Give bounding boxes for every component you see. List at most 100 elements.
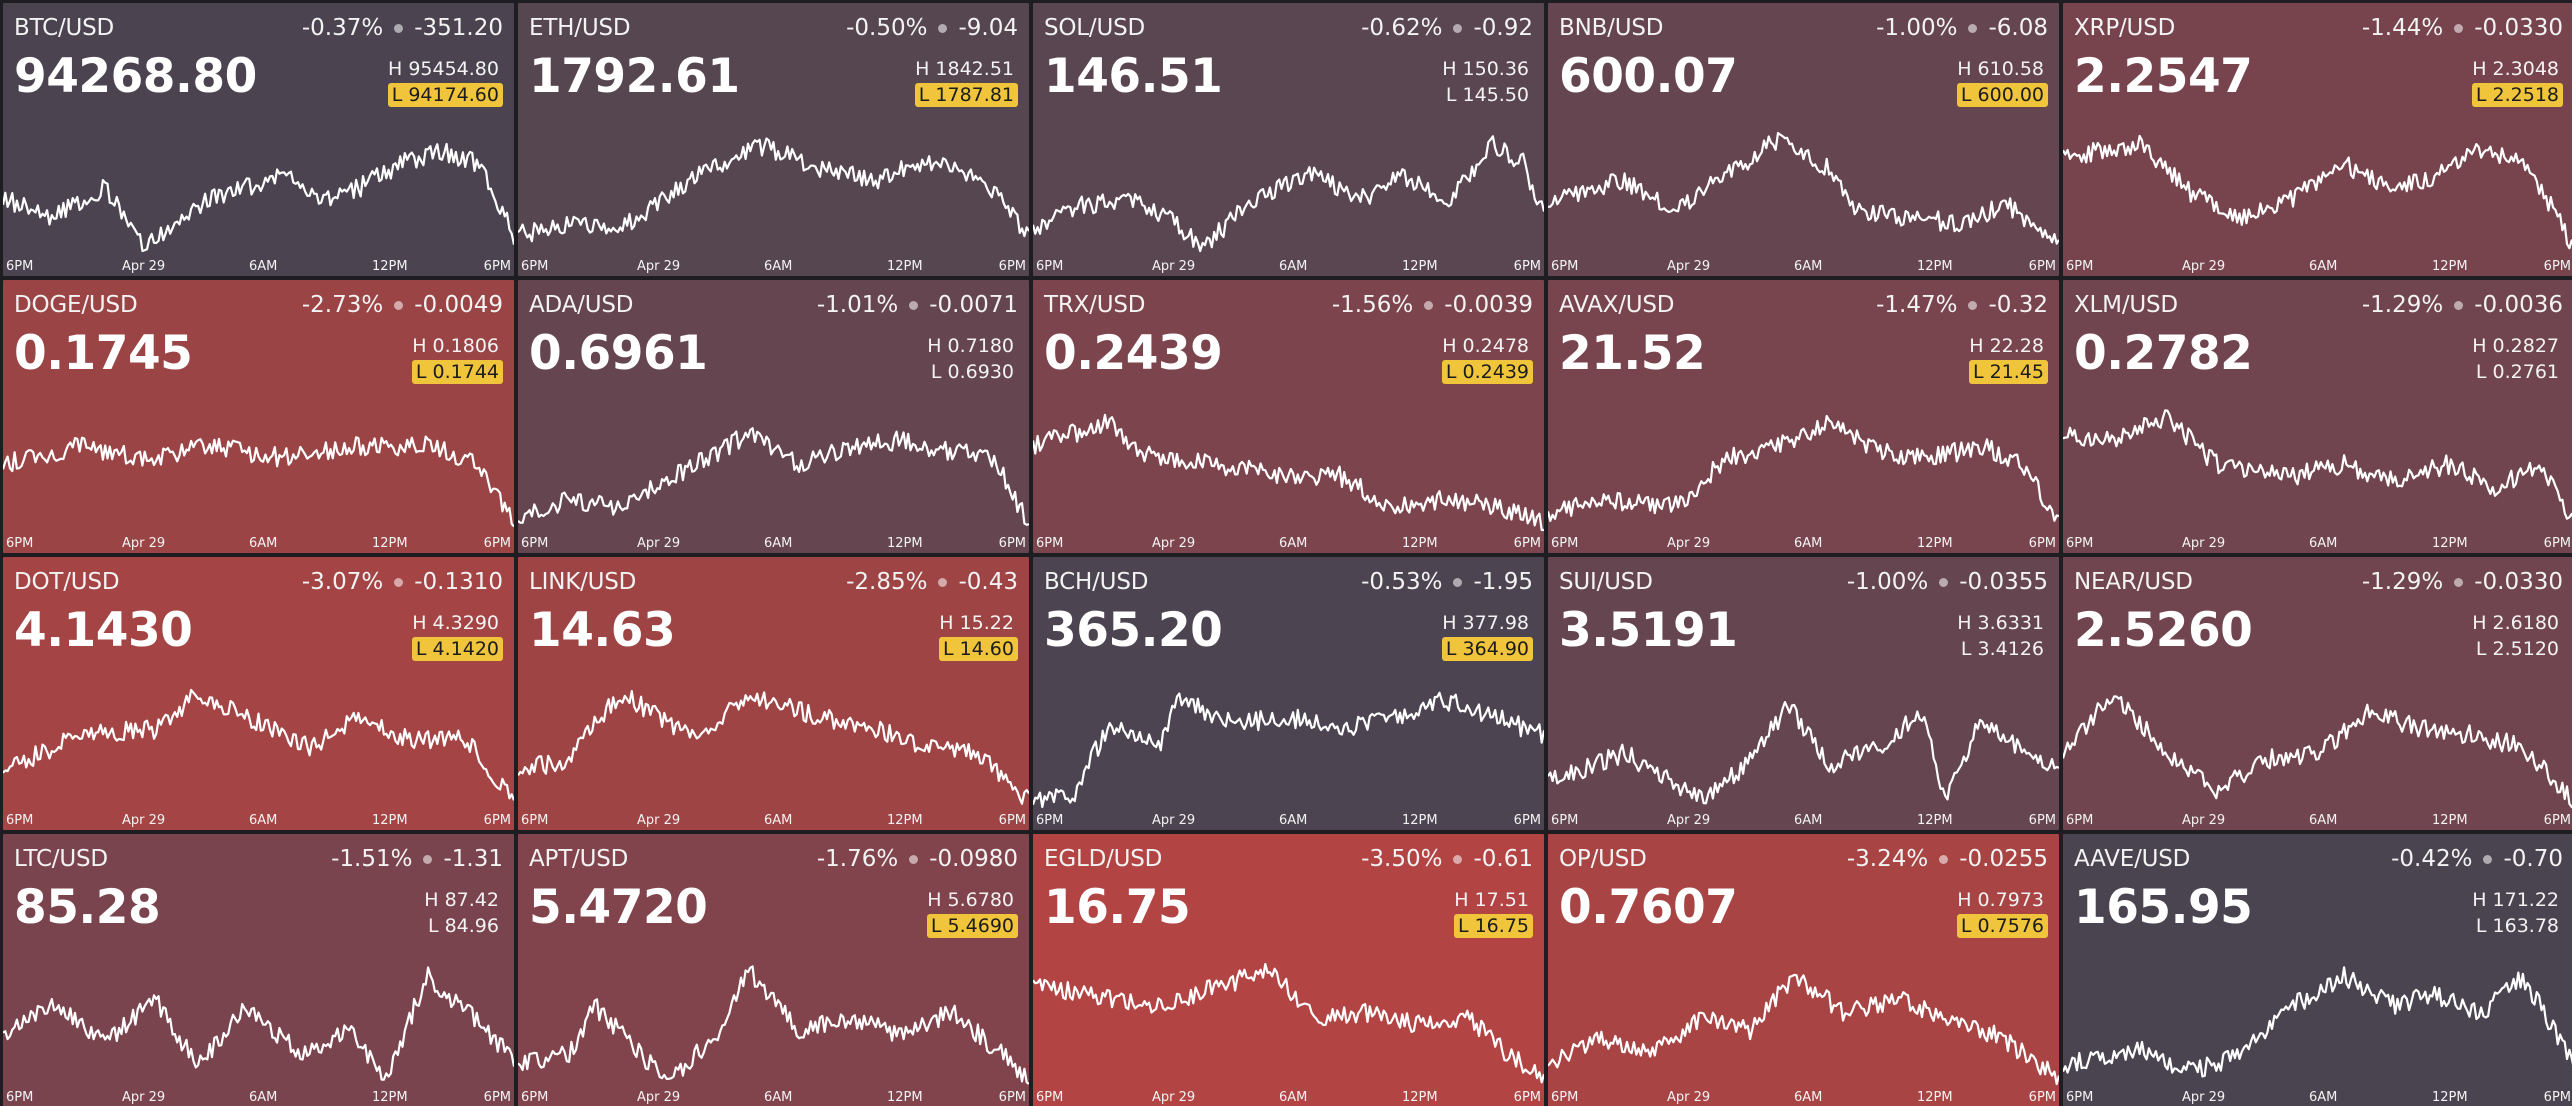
sparkline-path — [518, 965, 1029, 1085]
axis-tick-label: 6AM — [2309, 536, 2338, 551]
pair-symbol: LTC/USD — [14, 846, 108, 872]
high-low-box: H 377.98 L 364.90 — [1438, 611, 1533, 661]
day-high: H 610.58 — [1957, 58, 2044, 80]
axis-tick-label: 6AM — [764, 536, 793, 551]
sparkline-chart — [1033, 962, 1544, 1084]
last-price: 0.2782 — [2074, 326, 2253, 381]
ticker-tile[interactable]: APT/USD -1.76% -0.0980 5.4720 H 5.6780 L… — [518, 834, 1029, 1106]
ticker-tile[interactable]: EGLD/USD -3.50% -0.61 16.75 H 17.51 L 16… — [1033, 834, 1544, 1106]
axis-tick-label: 6PM — [1551, 536, 1579, 551]
day-low: L 2.2518 — [2471, 83, 2563, 107]
sparkline-path — [3, 966, 514, 1081]
sparkline-chart — [3, 688, 514, 801]
day-low: L 2.5120 — [2475, 638, 2559, 660]
high-low-box: H 0.7180 L 0.6930 — [923, 334, 1018, 384]
ticker-tile[interactable]: XLM/USD -1.29% -0.0036 0.2782 H 0.2827 L… — [2063, 280, 2572, 553]
day-low: L 16.75 — [1453, 914, 1533, 938]
axis-tick-label: 6PM — [2066, 259, 2094, 274]
day-high: H 0.7180 — [927, 335, 1014, 357]
day-low: L 0.2761 — [2475, 361, 2559, 383]
sparkline-chart — [518, 965, 1029, 1085]
ticker-tile[interactable]: BNB/USD -1.00% -6.08 600.07 H 610.58 L 6… — [1548, 3, 2059, 276]
time-axis: 6PM Apr 29 6AM 12PM 6PM — [1548, 813, 2059, 828]
axis-tick-label: 12PM — [2432, 259, 2468, 274]
change-percent: -0.42% — [2391, 846, 2473, 872]
ticker-tile[interactable]: OP/USD -3.24% -0.0255 0.7607 H 0.7973 L … — [1548, 834, 2059, 1106]
axis-tick-label: 12PM — [1402, 1090, 1438, 1105]
day-high: H 5.6780 — [927, 889, 1014, 911]
day-high: H 0.2478 — [1442, 335, 1529, 357]
high-low-box: H 0.2827 L 0.2761 — [2468, 334, 2563, 384]
pair-symbol: AVAX/USD — [1559, 292, 1675, 318]
axis-tick-label: 12PM — [1402, 536, 1438, 551]
high-low-box: H 0.7973 L 0.7576 — [1953, 888, 2048, 938]
ticker-tile[interactable]: ADA/USD -1.01% -0.0071 0.6961 H 0.7180 L… — [518, 280, 1029, 553]
ticker-tile[interactable]: TRX/USD -1.56% -0.0039 0.2439 H 0.2478 L… — [1033, 280, 1544, 553]
axis-tick-label: 6AM — [1279, 536, 1308, 551]
change-percent: -1.51% — [331, 846, 413, 872]
change-info: -1.00% -6.08 — [1876, 15, 2048, 41]
ticker-tile[interactable]: ETH/USD -0.50% -9.04 1792.61 H 1842.51 L… — [518, 3, 1029, 276]
axis-tick-label: 12PM — [887, 1090, 923, 1105]
last-price: 16.75 — [1044, 880, 1191, 935]
change-absolute: -0.70 — [2503, 846, 2563, 872]
axis-tick-label: 6PM — [1513, 536, 1541, 551]
sparkline-path — [2063, 134, 2572, 250]
axis-tick-label: 6PM — [1551, 259, 1579, 274]
axis-tick-label: 12PM — [1402, 259, 1438, 274]
ticker-tile[interactable]: SUI/USD -1.00% -0.0355 3.5191 H 3.6331 L… — [1548, 557, 2059, 830]
pair-symbol: NEAR/USD — [2074, 569, 2193, 595]
ticker-tile[interactable]: AAVE/USD -0.42% -0.70 165.95 H 171.22 L … — [2063, 834, 2572, 1106]
axis-tick-label: 6PM — [2028, 1090, 2056, 1105]
separator-dot-icon — [2483, 854, 2493, 864]
high-low-box: H 15.22 L 14.60 — [935, 611, 1018, 661]
axis-tick-label: 6AM — [1279, 259, 1308, 274]
ticker-tile[interactable]: NEAR/USD -1.29% -0.0330 2.5260 H 2.6180 … — [2063, 557, 2572, 830]
ticker-tile[interactable]: SOL/USD -0.62% -0.92 146.51 H 150.36 L 1… — [1033, 3, 1544, 276]
axis-tick-label: 6AM — [1794, 813, 1823, 828]
axis-tick-label: Apr 29 — [637, 536, 681, 551]
change-percent: -3.24% — [1846, 846, 1929, 872]
change-absolute: -0.0071 — [929, 292, 1018, 318]
day-high: H 1842.51 — [915, 58, 1014, 80]
ticker-tile[interactable]: XRP/USD -1.44% -0.0330 2.2547 H 2.3048 L… — [2063, 3, 2572, 276]
high-low-box: H 22.28 L 21.45 — [1965, 334, 2048, 384]
axis-tick-label: Apr 29 — [122, 259, 166, 274]
pair-symbol: SOL/USD — [1044, 15, 1146, 41]
ticker-tile[interactable]: AVAX/USD -1.47% -0.32 21.52 H 22.28 L 21… — [1548, 280, 2059, 553]
sparkline-path — [3, 688, 514, 801]
pair-symbol: BCH/USD — [1044, 569, 1149, 595]
change-percent: -3.50% — [1361, 846, 1443, 872]
sparkline-chart — [3, 966, 514, 1081]
time-axis: 6PM Apr 29 6AM 12PM 6PM — [3, 536, 514, 551]
time-axis: 6PM Apr 29 6AM 12PM 6PM — [2063, 813, 2572, 828]
high-low-box: H 1842.51 L 1787.81 — [911, 57, 1018, 107]
time-axis: 6PM Apr 29 6AM 12PM 6PM — [1033, 259, 1544, 274]
ticker-tile[interactable]: DOGE/USD -2.73% -0.0049 0.1745 H 0.1806 … — [3, 280, 514, 553]
axis-tick-label: 6PM — [2066, 1090, 2094, 1105]
change-absolute: -0.0330 — [2474, 15, 2563, 41]
day-high: H 0.7973 — [1957, 889, 2044, 911]
axis-tick-label: 6PM — [6, 259, 34, 274]
time-axis: 6PM Apr 29 6AM 12PM 6PM — [1033, 813, 1544, 828]
pair-symbol: OP/USD — [1559, 846, 1647, 872]
change-info: -2.73% -0.0049 — [302, 292, 503, 318]
pair-symbol: EGLD/USD — [1044, 846, 1163, 872]
last-price: 94268.80 — [14, 49, 257, 104]
sparkline-chart — [2063, 966, 2572, 1078]
ticker-tile[interactable]: LTC/USD -1.51% -1.31 85.28 H 87.42 L 84.… — [3, 834, 514, 1106]
last-price: 0.7607 — [1559, 880, 1738, 935]
day-high: H 87.42 — [424, 889, 499, 911]
change-info: -0.37% -351.20 — [302, 15, 503, 41]
ticker-tile[interactable]: DOT/USD -3.07% -0.1310 4.1430 H 4.3290 L… — [3, 557, 514, 830]
axis-tick-label: 6PM — [1513, 1090, 1541, 1105]
axis-tick-label: 6PM — [998, 536, 1026, 551]
ticker-tile[interactable]: BCH/USD -0.53% -1.95 365.20 H 377.98 L 3… — [1033, 557, 1544, 830]
change-percent: -1.29% — [2361, 569, 2444, 595]
ticker-tile[interactable]: LINK/USD -2.85% -0.43 14.63 H 15.22 L 14… — [518, 557, 1029, 830]
day-low: L 94174.60 — [387, 83, 503, 107]
separator-dot-icon — [1453, 854, 1463, 864]
axis-tick-label: 12PM — [2432, 536, 2468, 551]
time-axis: 6PM Apr 29 6AM 12PM 6PM — [518, 813, 1029, 828]
ticker-tile[interactable]: BTC/USD -0.37% -351.20 94268.80 H 95454.… — [3, 3, 514, 276]
